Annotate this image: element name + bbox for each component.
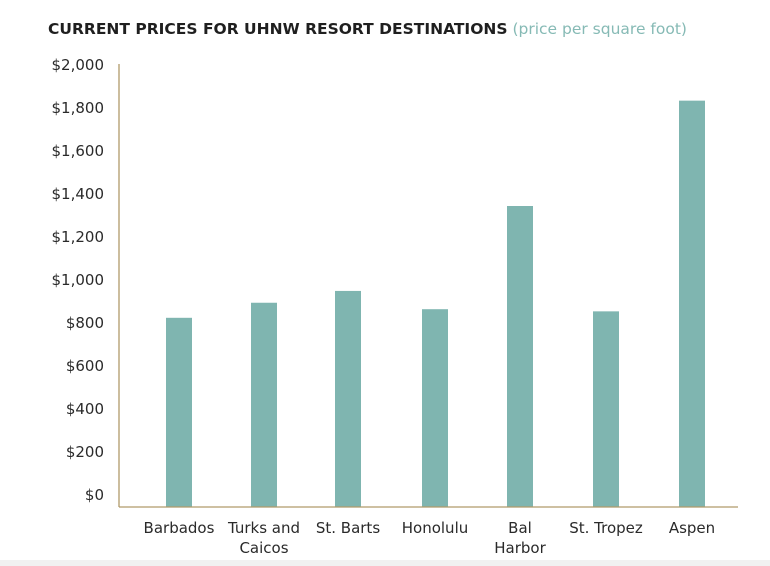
y-tick-label: $1,000 [52, 271, 105, 289]
chart-subtitle: (price per square foot) [512, 20, 687, 38]
bottom-divider [0, 560, 770, 566]
x-tick-label: Bal [508, 519, 532, 537]
y-tick-label: $200 [66, 443, 104, 461]
y-tick-label: $1,600 [52, 142, 105, 160]
y-tick-label: $1,200 [52, 228, 105, 246]
x-tick-label: St. Barts [316, 519, 380, 537]
x-tick-label: Barbados [144, 519, 215, 537]
y-tick-label: $1,800 [52, 99, 105, 117]
bar-aspen [679, 100, 705, 508]
x-tick-label: Honolulu [402, 519, 469, 537]
x-tick-label: Caicos [239, 539, 288, 557]
bar-honolulu [422, 309, 448, 507]
x-axis-labels: Barbados Turks and Caicos St. Barts Honolulu… [144, 519, 716, 557]
bar-st-tropez [593, 311, 619, 507]
y-tick-label: $400 [66, 400, 104, 418]
bar-turks-and-caicos [251, 302, 277, 507]
y-tick-label: $2,000 [52, 56, 105, 74]
y-tick-label: $800 [66, 314, 104, 332]
x-tick-label: Harbor [494, 539, 546, 557]
x-tick-label: St. Tropez [569, 519, 643, 537]
x-tick-label: Turks and [227, 519, 300, 537]
bar-barbados [166, 317, 192, 507]
x-tick-label: Aspen [669, 519, 715, 537]
chart-title: CURRENT PRICES FOR UHNW RESORT DESTINATI… [48, 20, 687, 38]
bar-bal-harbor [507, 206, 533, 507]
y-tick-label: $0 [85, 486, 104, 504]
bar-st-barts [335, 290, 361, 507]
chart-title-main: CURRENT PRICES FOR UHNW RESORT DESTINATI… [48, 20, 508, 38]
y-tick-label: $600 [66, 357, 104, 375]
bars [166, 100, 705, 508]
y-tick-label: $1,400 [52, 185, 105, 203]
y-axis-ticks: $0 $200 $400 $600 $800 $1,000 $1,200 $1,400 $1,6… [52, 56, 105, 504]
